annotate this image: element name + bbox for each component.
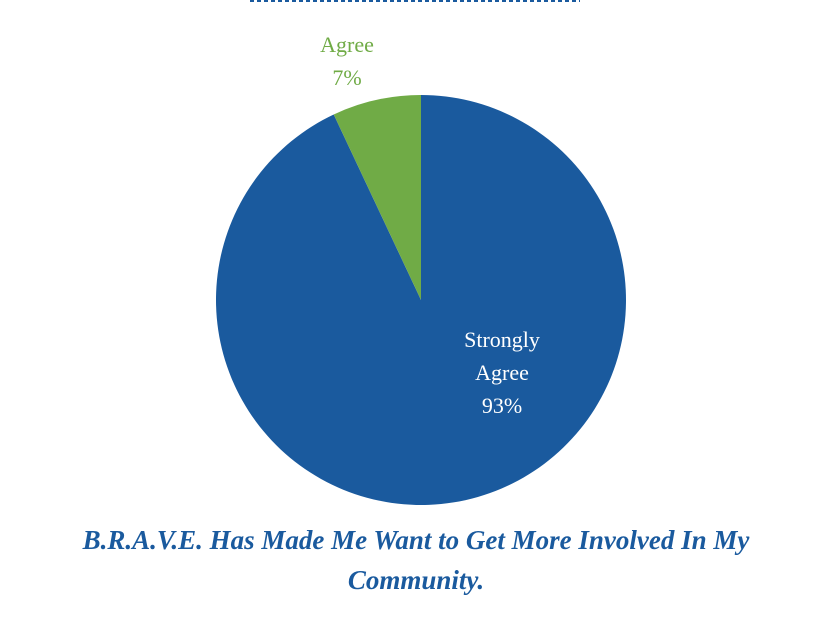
value-label: 7% [332,65,362,90]
pie-slice [215,95,626,506]
category-label: Agree [320,32,374,57]
slice-label: Strongly Agree 93% [437,323,567,422]
category-label: Strongly Agree [464,327,540,385]
title-wrap: B.R.A.V.E. Has Made Me Want to Get More … [0,520,832,600]
pie-slice [333,95,421,300]
slice-label: Agree 7% [282,28,412,94]
chart-title: B.R.A.V.E. Has Made Me Want to Get More … [82,525,750,595]
value-label: 93% [481,393,523,418]
